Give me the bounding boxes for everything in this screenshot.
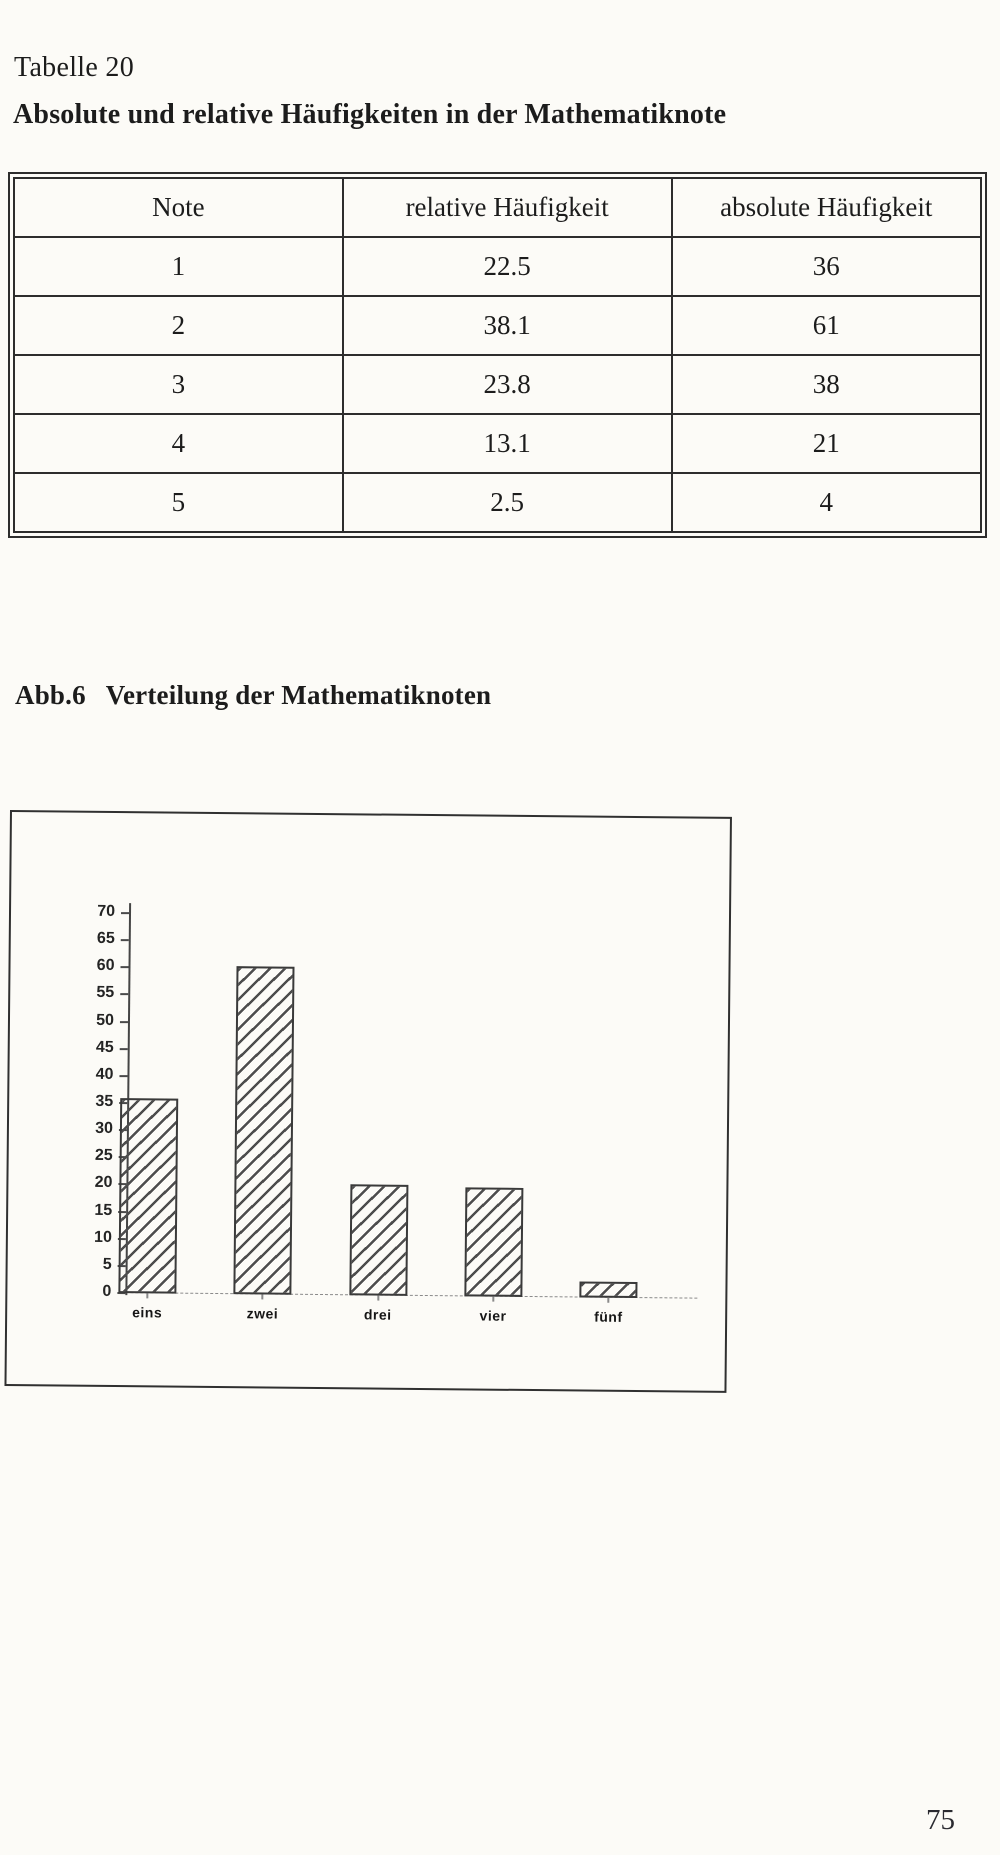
table-title: Absolute und relative Häufigkeiten in de… [13,99,727,130]
y-tick-label: 20 [94,1174,113,1192]
table-cell: 4 [670,472,983,533]
x-tick-label: zwei [246,1305,279,1322]
table-cell: 38 [670,354,983,415]
y-tick-mark [120,966,129,969]
x-tick-mark [146,1293,149,1299]
bar-chart-frame: 0 5 10 15 20 25 30 35 40 45 50 55 60 65 70 eins zwei drei… [4,810,732,1393]
bar-vier [464,1187,524,1297]
y-tick-label: 60 [96,957,115,975]
table-cell: 2.5 [341,472,673,533]
table-cell: 22.5 [341,236,673,297]
table-cell: 21 [670,413,983,474]
frequency-table: Note relative Häufigkeit absolute Häufigke… [8,172,987,538]
x-tick-label: fünf [594,1308,623,1325]
y-tick-label: 10 [94,1228,112,1246]
table-cell: 4 [13,413,344,474]
table-cell: 61 [670,295,983,356]
table-cell: 38.1 [341,295,673,356]
table-row: 5 2.5 4 [13,472,983,533]
column-header: Note [13,177,344,238]
y-tick-label: 25 [94,1147,113,1165]
table-cell: 3 [13,354,344,415]
table-cell: 13.1 [341,413,673,474]
y-tick-label: 35 [95,1092,114,1111]
column-header: relative Häufigkeit [341,177,673,238]
figure-caption: Abb.6 Verteilung der Mathematiknoten [15,680,491,711]
y-tick-label: 45 [95,1038,114,1056]
x-tick-mark [492,1296,495,1302]
y-tick-label: 5 [102,1255,112,1273]
y-tick-mark [120,993,129,996]
bar-eins [118,1097,179,1294]
y-tick-label: 55 [96,984,115,1002]
y-tick-label: 50 [96,1011,115,1029]
y-tick-mark [119,1047,128,1050]
y-tick-label: 40 [95,1065,114,1083]
table-cell: 5 [13,472,344,533]
x-tick-label: drei [363,1306,392,1323]
page-number: 75 [926,1804,955,1836]
y-tick-label: 0 [102,1282,112,1300]
x-tick-mark [376,1295,379,1301]
x-tick-mark [607,1297,610,1303]
y-tick-mark [119,1074,128,1077]
bar-zwei [233,965,295,1295]
table-cell: 2 [13,295,344,356]
table-cell: 1 [13,236,344,297]
table-row: 1 22.5 36 [13,236,983,297]
bar-drei [348,1183,409,1296]
bar-fünf [579,1281,638,1299]
y-tick-label: 30 [95,1119,114,1138]
table-cell: 36 [670,236,983,297]
y-tick-mark [120,939,129,942]
y-tick-mark [119,1020,128,1023]
table-cell: 23.8 [341,354,673,415]
table-row: 2 38.1 61 [13,295,983,356]
y-tick-mark [121,912,130,915]
y-tick-label: 70 [97,902,116,921]
y-tick-label: 15 [94,1201,113,1219]
table-row: 3 23.8 38 [13,354,983,415]
x-tick-label: eins [132,1304,163,1321]
figure-label: Abb.6 [15,680,86,710]
figure-title: Verteilung der Mathematiknoten [105,680,492,710]
table-label: Tabelle 20 [14,52,134,83]
x-tick-mark [261,1294,264,1300]
x-tick-label: vier [479,1307,507,1324]
table-row: 4 13.1 21 [13,413,983,474]
table-header-row: Note relative Häufigkeit absolute Häufigke… [13,177,983,238]
y-tick-label: 65 [96,929,115,948]
column-header: absolute Häufigkeit [670,177,983,238]
